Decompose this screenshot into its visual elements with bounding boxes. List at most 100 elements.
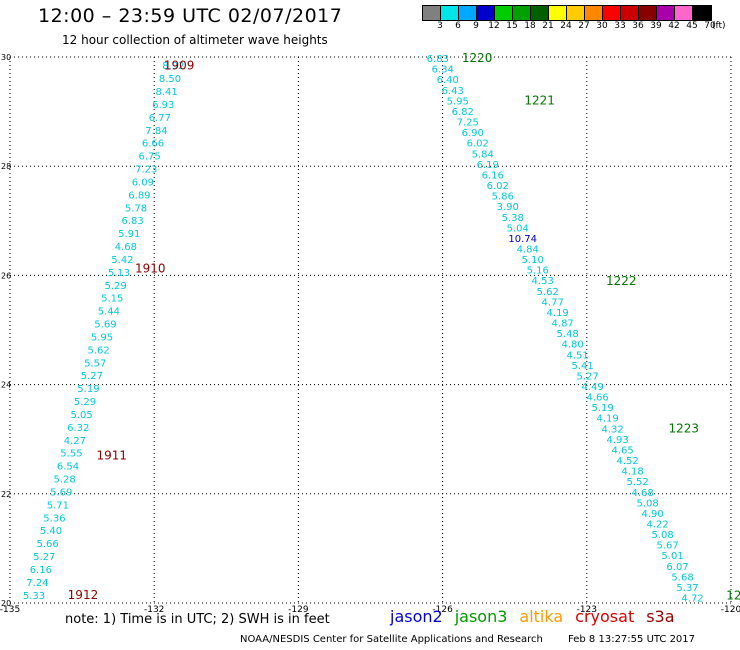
wave-height-value: 4.68 [631, 488, 653, 499]
wave-height-value: 5.66 [36, 539, 58, 550]
wave-height-value: 10.74 [508, 234, 537, 245]
legend-swatch [657, 6, 675, 20]
footer-timestamp: Feb 8 13:27:55 UTC 2017 [568, 634, 696, 645]
legend-label: 36 [632, 21, 644, 31]
wave-height-value: 6.66 [142, 139, 164, 150]
satellite-label-cryosat: cryosat [575, 607, 635, 626]
wave-height-value: 7.24 [26, 578, 48, 589]
wave-height-value: 8.41 [155, 87, 177, 98]
wave-height-value: 5.10 [522, 255, 544, 266]
wave-height-value: 5.27 [577, 371, 599, 382]
wave-height-value: 6.09 [132, 177, 154, 188]
time-label: 1222 [606, 274, 637, 288]
satellite-label-jason3: jason3 [454, 607, 508, 626]
footer: NOAA/NESDIS Center for Satellite Applica… [240, 634, 717, 645]
wave-height-value: 6.83 [427, 54, 449, 65]
wave-height-value: 6.02 [487, 181, 509, 192]
wave-height-value: 5.08 [651, 530, 673, 541]
wave-height-value: 6.32 [67, 423, 89, 434]
legend-swatch [441, 6, 459, 20]
wave-height-value: 5.27 [81, 371, 103, 382]
wave-height-value: 4.87 [552, 319, 574, 330]
legend-swatch [585, 6, 603, 20]
wave-height-value: 5.62 [87, 345, 109, 356]
wave-height-value: 5.04 [507, 223, 529, 234]
wave-height-value: 5.19 [77, 384, 99, 395]
wave-height-value: 6.16 [482, 170, 504, 181]
wave-height-value: 6.43 [442, 86, 464, 97]
satellite-label-jason2: jason2 [390, 607, 443, 626]
legend-swatch [621, 6, 639, 20]
legend-swatch [675, 6, 693, 20]
wave-height-value: 4.72 [681, 594, 703, 605]
wave-height-value: 4.68 [115, 242, 137, 253]
legend-swatch [603, 6, 621, 20]
wave-height-value: 5.69 [50, 487, 72, 498]
legend-label: 42 [668, 21, 680, 31]
footer-credit: NOAA/NESDIS Center for Satellite Applica… [240, 634, 543, 645]
wave-height-value: 4.84 [517, 244, 539, 255]
units-note: note: 1) Time is in UTC; 2) SWH is in fe… [65, 612, 330, 627]
legend-label: 33 [614, 21, 626, 31]
wave-height-value: 6.07 [666, 562, 688, 573]
wave-height-value: 6.75 [138, 152, 160, 163]
lat-tick-label: 24 [1, 381, 11, 390]
time-label: 1909 [164, 59, 195, 73]
wave-height-value: 5.29 [104, 281, 126, 292]
legend-label: (ft) [712, 21, 726, 31]
lon-tick-label: -132 [144, 605, 164, 615]
time-label: 1224 [726, 588, 740, 602]
wave-height-value: 5.52 [626, 477, 648, 488]
wave-height-value: 8.92 [162, 61, 184, 72]
lat-tick-label: 28 [1, 162, 11, 171]
wave-height-value: 7.25 [457, 118, 479, 129]
legend-label: 24 [560, 21, 572, 31]
legend-label: 6 [455, 21, 461, 31]
lat-tick-label: 22 [1, 490, 11, 499]
satellite-label-altika: altika [519, 607, 564, 626]
wave-height-value: 5.19 [592, 403, 614, 414]
wave-height-value: 5.67 [656, 541, 678, 552]
wave-height-value: 5.48 [557, 329, 579, 340]
wave-height-value: 5.33 [23, 591, 45, 602]
legend-swatch [549, 6, 567, 20]
legend-swatch [495, 6, 513, 20]
time-label: 1910 [135, 261, 166, 275]
wave-height-value: 4.22 [646, 519, 668, 530]
wave-height-value: 6.40 [437, 75, 459, 86]
wave-height-value: 5.28 [53, 475, 75, 486]
legend-swatch [639, 6, 657, 20]
wave-height-value: 5.15 [101, 294, 123, 305]
wave-height-value: 8.50 [159, 74, 181, 85]
wave-height-value: 5.95 [91, 332, 113, 343]
wave-height-value: 4.52 [616, 456, 638, 467]
wave-height-value: 6.34 [432, 65, 454, 76]
wave-height-value: 4.77 [542, 297, 564, 308]
wave-height-value: 5.27 [33, 552, 55, 563]
time-label: 1220 [462, 51, 493, 65]
legend-swatch [513, 6, 531, 20]
wave-height-value: 6.82 [452, 107, 474, 118]
wave-height-value: 5.16 [527, 266, 549, 277]
time-label: 1221 [524, 94, 555, 108]
wave-height-value: 4.51 [567, 350, 589, 361]
wave-height-value: 5.84 [472, 149, 494, 160]
wave-height-value: 6.83 [121, 216, 143, 227]
wave-height-value: 6.93 [152, 100, 174, 111]
wave-height-value: 5.44 [98, 307, 120, 318]
wave-height-value: 4.32 [601, 424, 623, 435]
legend-label: 70 [704, 21, 716, 31]
wave-height-value: 4.66 [587, 393, 609, 404]
wave-height-value: 5.68 [671, 572, 693, 583]
wave-height-value: 4.65 [611, 445, 633, 456]
wave-height-value: 4.18 [621, 467, 643, 478]
wave-height-value: 5.13 [108, 268, 130, 279]
wave-height-value: 3.90 [497, 202, 519, 213]
wave-height-value: 4.19 [596, 414, 618, 425]
wave-height-value: 7.23 [135, 165, 157, 176]
satellite-legend: jason2 jason3 altika cryosat s3a [390, 607, 687, 626]
wave-height-value: 5.91 [118, 229, 140, 240]
wave-height-value: 5.69 [94, 320, 116, 331]
legend-label: 45 [686, 21, 698, 31]
